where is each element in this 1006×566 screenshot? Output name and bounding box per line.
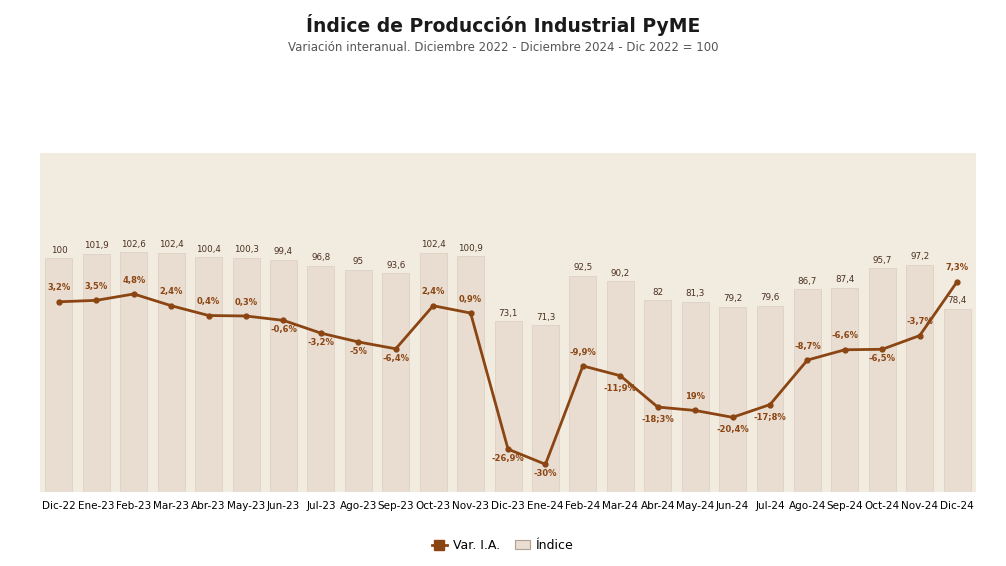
- Legend: Var. I.A., Índice: Var. I.A., Índice: [427, 534, 579, 557]
- Bar: [532, 325, 559, 492]
- Bar: [794, 289, 821, 492]
- Text: 97,2: 97,2: [910, 252, 930, 261]
- Text: -17;8%: -17;8%: [753, 412, 787, 421]
- Bar: [869, 268, 895, 492]
- Text: 3,2%: 3,2%: [47, 284, 70, 293]
- Text: 102,6: 102,6: [122, 239, 146, 248]
- Text: 19%: 19%: [685, 392, 705, 401]
- Text: -6,6%: -6,6%: [831, 332, 858, 340]
- Bar: [121, 252, 147, 492]
- Text: -9,9%: -9,9%: [569, 348, 597, 357]
- Text: 102,4: 102,4: [421, 240, 446, 249]
- Bar: [270, 260, 297, 492]
- Text: 3,5%: 3,5%: [85, 282, 108, 291]
- Text: 86,7: 86,7: [798, 277, 817, 286]
- Text: 81,3: 81,3: [685, 289, 705, 298]
- Text: 2,4%: 2,4%: [160, 288, 183, 297]
- Text: 101,9: 101,9: [83, 241, 109, 250]
- Text: 102,4: 102,4: [159, 240, 184, 249]
- Bar: [420, 252, 447, 492]
- Bar: [944, 309, 971, 492]
- Text: 92,5: 92,5: [573, 263, 593, 272]
- Text: 0,4%: 0,4%: [197, 297, 220, 306]
- Text: -18;3%: -18;3%: [642, 414, 674, 423]
- Text: 2,4%: 2,4%: [422, 288, 445, 297]
- Text: -20,4%: -20,4%: [716, 424, 748, 434]
- Bar: [644, 301, 671, 492]
- Bar: [906, 265, 934, 492]
- Text: -6,4%: -6,4%: [382, 354, 409, 363]
- Text: 79,6: 79,6: [761, 294, 780, 302]
- Text: 78,4: 78,4: [948, 296, 967, 305]
- Text: 100,4: 100,4: [196, 245, 221, 254]
- Bar: [682, 302, 708, 492]
- Text: -5%: -5%: [349, 347, 367, 356]
- Text: Índice de Producción Industrial PyME: Índice de Producción Industrial PyME: [306, 14, 700, 36]
- Text: -0,6%: -0,6%: [270, 325, 297, 335]
- Text: -3,2%: -3,2%: [308, 338, 334, 347]
- Text: 71,3: 71,3: [536, 313, 555, 322]
- Text: 95: 95: [353, 258, 364, 267]
- Text: 100,3: 100,3: [233, 245, 259, 254]
- Text: 93,6: 93,6: [386, 261, 405, 269]
- Bar: [382, 273, 409, 492]
- Bar: [45, 258, 72, 492]
- Text: 96,8: 96,8: [311, 253, 331, 262]
- Bar: [195, 258, 222, 492]
- Text: 0,3%: 0,3%: [234, 298, 258, 307]
- Text: 0,9%: 0,9%: [459, 295, 482, 304]
- Text: Variación interanual. Diciembre 2022 - Diciembre 2024 - Dic 2022 = 100: Variación interanual. Diciembre 2022 - D…: [288, 41, 718, 54]
- Text: -8,7%: -8,7%: [794, 342, 821, 351]
- Text: 7,3%: 7,3%: [946, 263, 969, 272]
- Bar: [158, 252, 185, 492]
- Bar: [831, 288, 858, 492]
- Bar: [82, 254, 110, 492]
- Text: 4,8%: 4,8%: [122, 276, 146, 285]
- Bar: [232, 258, 260, 492]
- Text: -3,7%: -3,7%: [906, 317, 933, 326]
- Text: 99,4: 99,4: [274, 247, 293, 256]
- Text: -11;9%: -11;9%: [604, 383, 637, 392]
- Text: -6,5%: -6,5%: [869, 354, 895, 363]
- Bar: [457, 256, 484, 492]
- Bar: [607, 281, 634, 492]
- Text: -30%: -30%: [534, 469, 557, 478]
- Text: -26,9%: -26,9%: [492, 454, 524, 463]
- Text: 100,9: 100,9: [458, 243, 483, 252]
- Bar: [757, 306, 784, 492]
- Bar: [569, 276, 597, 492]
- Text: 73,1: 73,1: [498, 308, 518, 318]
- Text: 95,7: 95,7: [872, 256, 892, 265]
- Bar: [495, 321, 521, 492]
- Bar: [345, 270, 372, 492]
- Bar: [719, 307, 746, 492]
- Text: 87,4: 87,4: [835, 275, 854, 284]
- Bar: [308, 265, 334, 492]
- Text: 79,2: 79,2: [723, 294, 742, 303]
- Text: 82: 82: [652, 288, 663, 297]
- Text: 90,2: 90,2: [611, 269, 630, 278]
- Text: 100: 100: [50, 246, 67, 255]
